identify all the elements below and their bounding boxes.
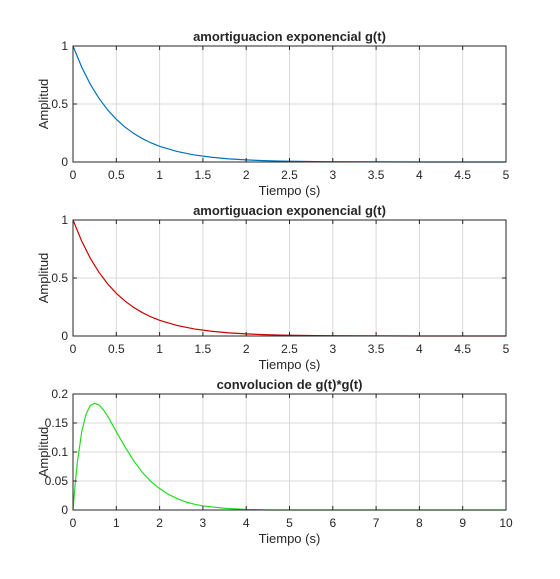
- x-tick-label: 5: [503, 168, 510, 182]
- x-tick-label: 1: [156, 342, 163, 356]
- x-tick-label: 3.5: [368, 342, 385, 356]
- x-tick-label: 3: [329, 168, 336, 182]
- x-tick-label: 0.5: [108, 342, 125, 356]
- plot-title: amortiguacion exponencial g(t): [193, 203, 386, 218]
- x-tick-label: 1.5: [195, 342, 212, 356]
- y-tick-label: 0: [61, 329, 68, 343]
- x-tick-label: 4.5: [454, 342, 471, 356]
- y-axis-label: Amplitud: [36, 253, 51, 304]
- y-tick-label: 0: [61, 155, 68, 169]
- x-tick-label: 0.5: [108, 168, 125, 182]
- subplot-2: 0 0.5 1 1.5 2 2.5 3 3.5 4 4.5 5 0 0.5 1 amortiguacion …: [36, 203, 510, 372]
- x-tick-label: 3: [329, 342, 336, 356]
- x-tick-label: 10: [499, 516, 513, 530]
- y-tick-label: 0.15: [45, 416, 69, 430]
- x-tick-label: 1: [156, 168, 163, 182]
- subplot-1: 0 0.5 1 1.5 2 2.5 3 3.5 4 4.5 5 0 0.5 1 amortiguacion …: [36, 29, 510, 198]
- x-axis-label: Tiempo (s): [259, 357, 321, 372]
- x-tick-label: 2.5: [281, 168, 298, 182]
- x-tick-label: 5: [503, 342, 510, 356]
- y-tick-label: 0.5: [51, 271, 68, 285]
- x-tick-label: 4.5: [454, 168, 471, 182]
- x-tick-label: 1.5: [195, 168, 212, 182]
- y-tick-label: 1: [61, 39, 68, 53]
- plot-title: convolucion de g(t)*g(t): [217, 377, 363, 392]
- x-tick-label: 0: [70, 342, 77, 356]
- y-axis-label: Amplitud: [36, 427, 51, 478]
- x-tick-label: 3.5: [368, 168, 385, 182]
- x-tick-label: 9: [459, 516, 466, 530]
- x-tick-label: 6: [329, 516, 336, 530]
- y-tick-label: 0.2: [51, 387, 68, 401]
- x-tick-label: 5: [286, 516, 293, 530]
- x-tick-label: 4: [416, 342, 423, 356]
- x-axis-label: Tiempo (s): [259, 183, 321, 198]
- y-tick-label: 0.1: [51, 445, 68, 459]
- y-tick-label: 0.05: [45, 474, 69, 488]
- x-tick-label: 3: [200, 516, 207, 530]
- plot-title: amortiguacion exponencial g(t): [193, 29, 386, 44]
- x-tick-label: 2: [156, 516, 163, 530]
- x-tick-label: 4: [243, 516, 250, 530]
- x-tick-label: 0: [70, 516, 77, 530]
- x-tick-label: 7: [373, 516, 380, 530]
- x-tick-label: 4: [416, 168, 423, 182]
- y-tick-label: 0.5: [51, 97, 68, 111]
- x-tick-label: 2.5: [281, 342, 298, 356]
- y-tick-label: 0: [61, 503, 68, 517]
- x-tick-label: 1: [113, 516, 120, 530]
- x-tick-label: 2: [243, 342, 250, 356]
- subplot-3: 0 1 2 3 4 5 6 7 8 9 10 0 0.05 0.1 0.15 0.2 convolucion d…: [36, 377, 513, 546]
- x-tick-label: 0: [70, 168, 77, 182]
- x-tick-label: 2: [243, 168, 250, 182]
- x-tick-label: 8: [416, 516, 423, 530]
- x-axis-label: Tiempo (s): [259, 531, 321, 546]
- y-axis-label: Amplitud: [36, 79, 51, 130]
- y-tick-label: 1: [61, 213, 68, 227]
